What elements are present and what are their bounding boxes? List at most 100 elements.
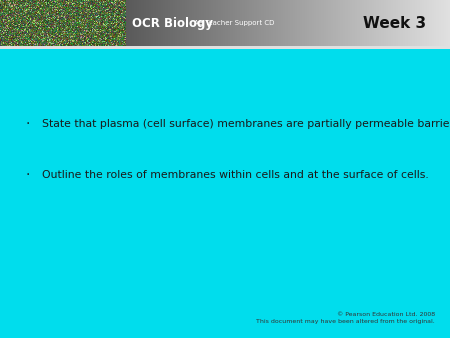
Bar — [408, 0, 409, 46]
Bar — [394, 0, 395, 46]
Bar — [402, 0, 403, 46]
Bar — [367, 0, 368, 46]
Bar — [210, 0, 211, 46]
Bar — [138, 0, 139, 46]
Bar — [182, 0, 183, 46]
Bar — [28, 0, 29, 46]
Bar — [310, 0, 311, 46]
Bar — [222, 0, 223, 46]
Bar — [89, 0, 90, 46]
Bar — [141, 0, 142, 46]
Bar — [11, 0, 12, 46]
Bar — [363, 0, 364, 46]
Bar — [268, 0, 269, 46]
Bar — [295, 0, 296, 46]
Text: OCR Biology: OCR Biology — [132, 17, 213, 29]
Bar — [142, 0, 143, 46]
Bar — [5, 0, 6, 46]
Bar — [351, 0, 352, 46]
Bar — [290, 0, 291, 46]
Bar — [300, 0, 301, 46]
Bar — [139, 0, 140, 46]
Bar — [333, 0, 334, 46]
Bar — [238, 0, 239, 46]
Bar — [252, 0, 253, 46]
Bar — [204, 0, 205, 46]
Bar — [83, 0, 84, 46]
Bar — [239, 0, 240, 46]
Bar — [315, 0, 316, 46]
Bar — [116, 0, 117, 46]
Bar — [369, 0, 370, 46]
Bar — [79, 0, 80, 46]
Bar — [344, 0, 345, 46]
Bar — [435, 0, 436, 46]
Bar — [262, 0, 263, 46]
Bar — [145, 0, 146, 46]
Bar — [388, 0, 389, 46]
Bar — [296, 0, 297, 46]
Bar — [56, 0, 57, 46]
Bar — [2, 0, 3, 46]
Bar — [175, 0, 176, 46]
Bar — [297, 0, 298, 46]
Bar — [425, 0, 426, 46]
Bar — [208, 0, 209, 46]
Bar — [45, 0, 46, 46]
Bar — [64, 0, 65, 46]
Bar — [413, 0, 414, 46]
Bar — [433, 0, 434, 46]
Bar — [37, 0, 38, 46]
Bar — [172, 0, 173, 46]
Bar — [221, 0, 222, 46]
Bar — [240, 0, 241, 46]
Bar — [350, 0, 351, 46]
Bar — [47, 0, 48, 46]
Bar — [246, 0, 247, 46]
Bar — [286, 0, 287, 46]
Bar — [267, 0, 268, 46]
Bar — [287, 0, 288, 46]
Bar — [302, 0, 303, 46]
Text: Week 3: Week 3 — [364, 16, 427, 30]
Bar — [446, 0, 447, 46]
Bar — [429, 0, 430, 46]
Bar — [407, 0, 408, 46]
Bar — [447, 0, 448, 46]
Bar — [168, 0, 169, 46]
Bar — [128, 0, 129, 46]
Bar — [173, 0, 174, 46]
Bar — [183, 0, 184, 46]
Bar — [178, 0, 179, 46]
Bar — [361, 0, 362, 46]
Bar — [292, 0, 293, 46]
Bar — [305, 0, 306, 46]
Bar — [103, 0, 104, 46]
Bar — [306, 0, 307, 46]
Bar — [233, 0, 234, 46]
Bar — [301, 0, 302, 46]
Bar — [419, 0, 420, 46]
Bar — [250, 0, 251, 46]
Bar — [440, 0, 441, 46]
Bar — [72, 0, 73, 46]
Bar — [120, 0, 121, 46]
Bar — [177, 0, 178, 46]
Bar — [426, 0, 427, 46]
Bar — [35, 0, 36, 46]
Bar — [368, 0, 369, 46]
Bar — [101, 0, 102, 46]
Bar — [431, 0, 432, 46]
Bar — [51, 0, 52, 46]
Bar — [3, 0, 4, 46]
Bar — [223, 0, 224, 46]
Bar — [216, 0, 217, 46]
Bar — [400, 0, 401, 46]
Bar — [343, 0, 344, 46]
Bar — [111, 0, 112, 46]
Bar — [359, 0, 360, 46]
Bar — [322, 0, 323, 46]
Bar — [269, 0, 270, 46]
Bar — [105, 0, 106, 46]
Bar — [319, 0, 320, 46]
